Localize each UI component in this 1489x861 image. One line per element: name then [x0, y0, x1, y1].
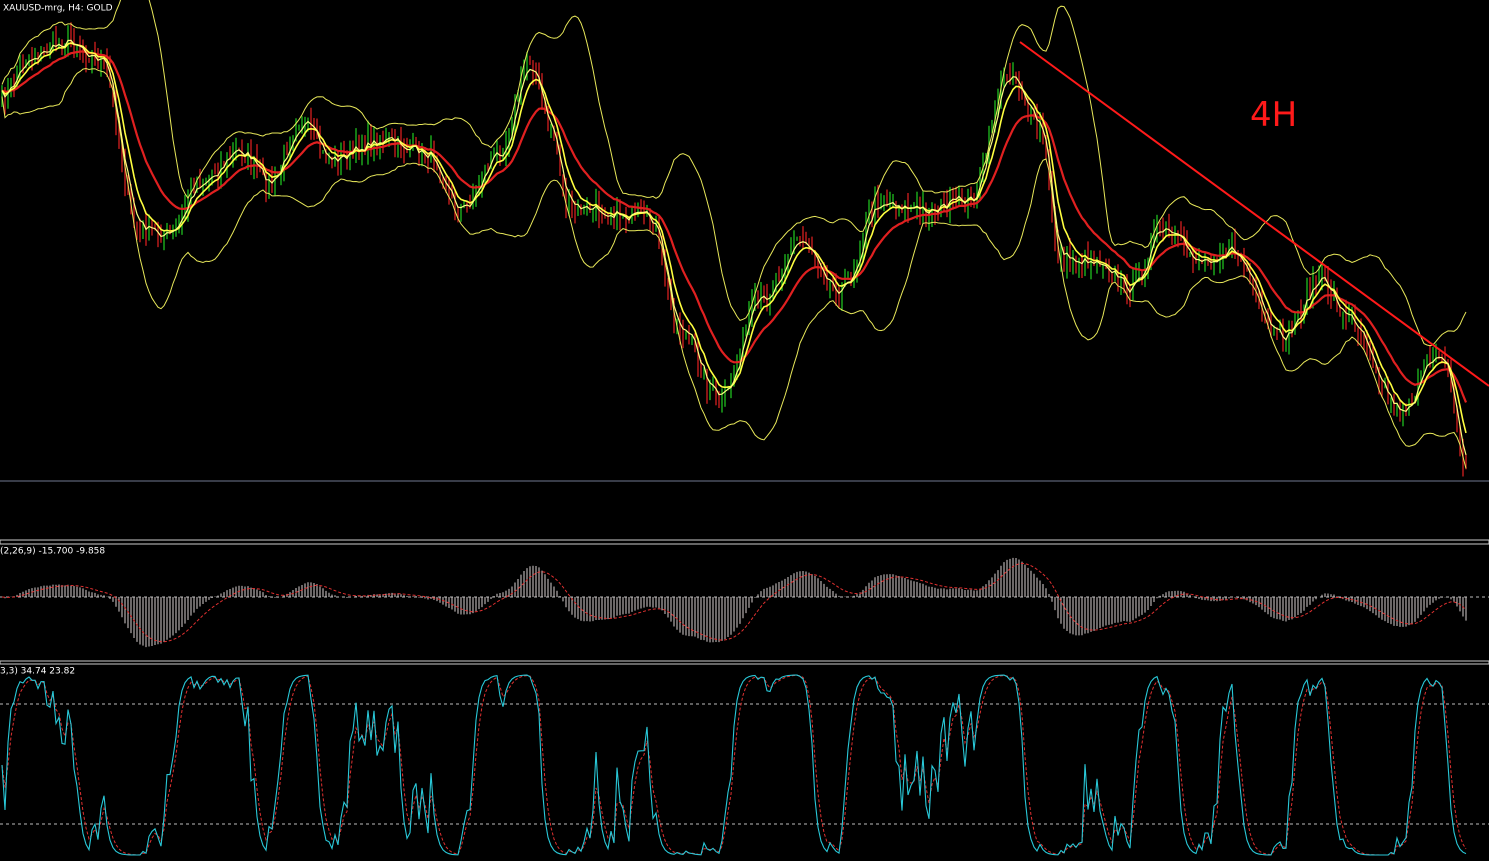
price-panel: [1, 0, 1468, 477]
bollinger-lower: [1, 67, 1467, 469]
mid-ma: [1, 42, 1467, 434]
timeframe-annotation: 4H: [1250, 95, 1297, 135]
panel-separator: [0, 539, 1489, 545]
macd-panel: [0, 557, 1489, 648]
stochastic-main: [1, 674, 1467, 856]
panel-separator: [0, 660, 1489, 665]
stochastic-label: 3,3) 34.74 23.82: [0, 667, 75, 677]
trend-line: [1019, 41, 1489, 387]
macd-label: (2,26,9) -15.700 -9.858: [0, 547, 105, 557]
stochastic-panel: [0, 674, 1489, 856]
chart-title: XAUUSD-mrg, H4: GOLD: [3, 4, 113, 14]
macd-signal: [1, 562, 1467, 643]
slow-ma: [1, 50, 1468, 403]
fast-ma: [1, 39, 1467, 456]
bollinger-upper: [1, 0, 1467, 347]
stochastic-signal: [1, 674, 1467, 856]
